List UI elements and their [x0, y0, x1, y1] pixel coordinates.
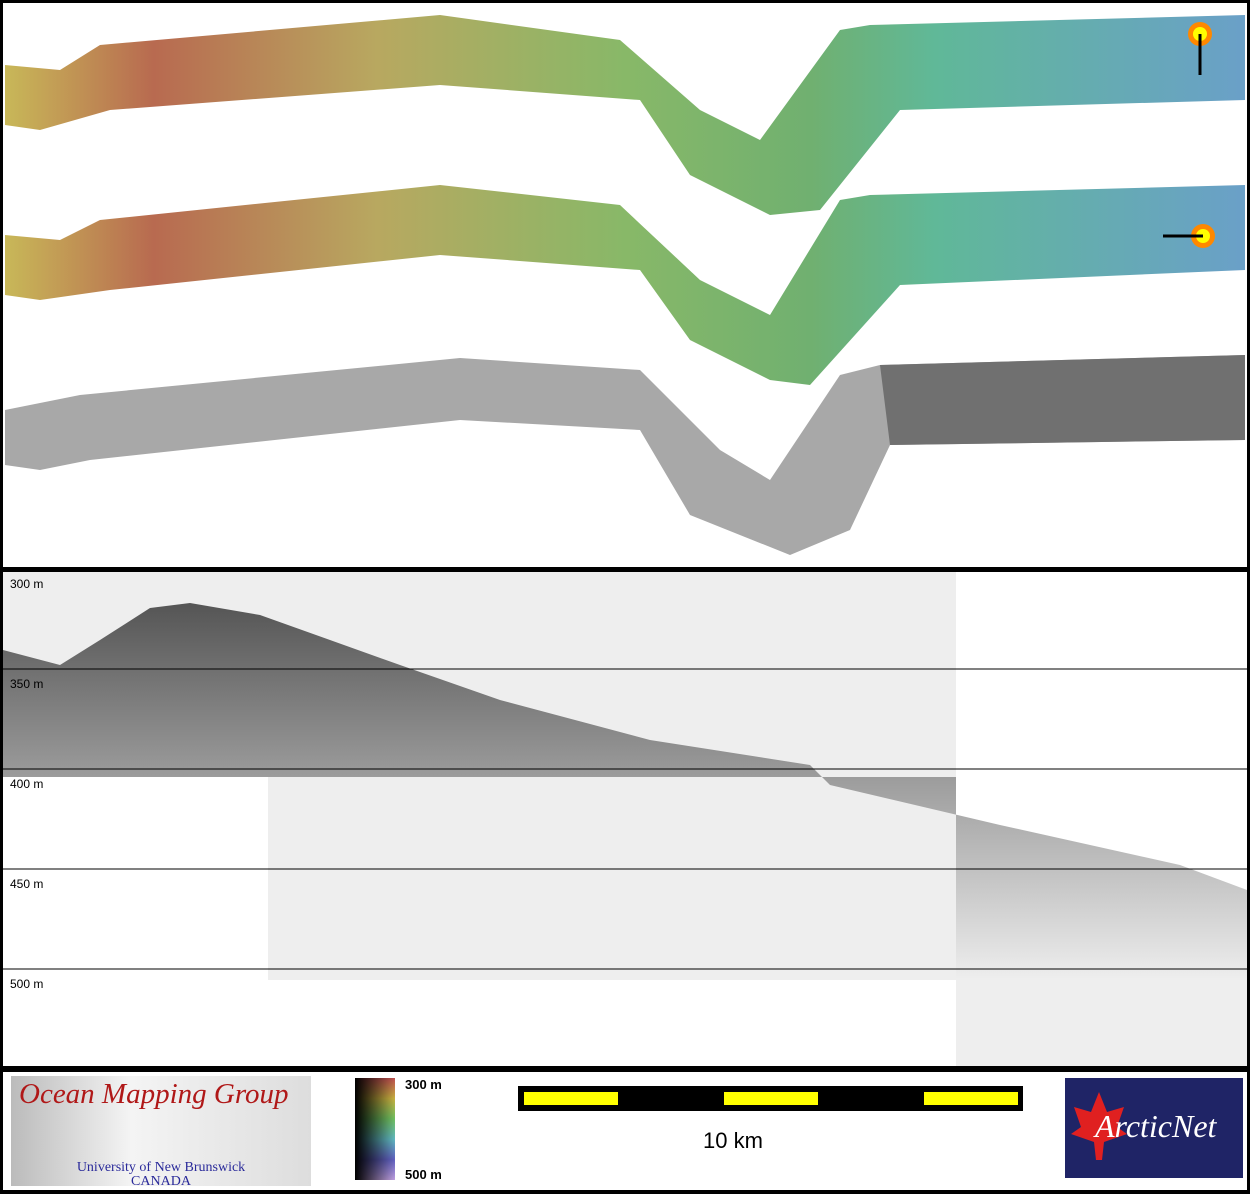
legend-panel: Ocean Mapping Group University of New Br… — [3, 1072, 1247, 1190]
depth-label-450: 450 m — [10, 877, 44, 891]
depth-label-350: 350 m — [10, 677, 44, 691]
depth-label-400: 400 m — [10, 777, 44, 791]
bathymetry-swath-2 — [5, 185, 1245, 385]
depth-label-300: 300 m — [10, 577, 44, 591]
depth-label-500: 500 m — [10, 977, 44, 991]
backscatter-dark-section — [880, 355, 1245, 445]
sun-illumination-icon-2 — [1163, 224, 1215, 248]
swath-map-panel — [3, 3, 1247, 567]
maple-leaf-icon — [1071, 1092, 1127, 1160]
arcticnet-logo: ArcticNet — [1065, 1078, 1243, 1178]
subbottom-profile-panel: 300 m 350 m 400 m 450 m 500 m — [3, 572, 1247, 1066]
logo-country: CANADA — [131, 1174, 191, 1189]
arcticnet-text: ArcticNet — [1095, 1108, 1217, 1144]
colorbar-bottom-label: 500 m — [405, 1167, 442, 1182]
depth-gridlines — [3, 668, 1247, 970]
bathymetry-swath-1 — [5, 15, 1245, 215]
logo-title: Ocean Mapping Group — [19, 1078, 289, 1110]
scale-bar — [518, 1086, 1023, 1111]
seafloor-echo — [3, 603, 1247, 980]
scale-bar-label: 10 km — [703, 1128, 763, 1153]
ocean-mapping-group-logo: Ocean Mapping Group University of New Br… — [11, 1076, 311, 1189]
swath-maps — [5, 15, 1245, 555]
sun-illumination-icon-1 — [1188, 22, 1212, 75]
profile-image — [3, 572, 1247, 1066]
depth-colorbar — [355, 1078, 395, 1180]
logo-university: University of New Brunswick — [76, 1160, 246, 1175]
colorbar-top-label: 300 m — [405, 1077, 442, 1092]
